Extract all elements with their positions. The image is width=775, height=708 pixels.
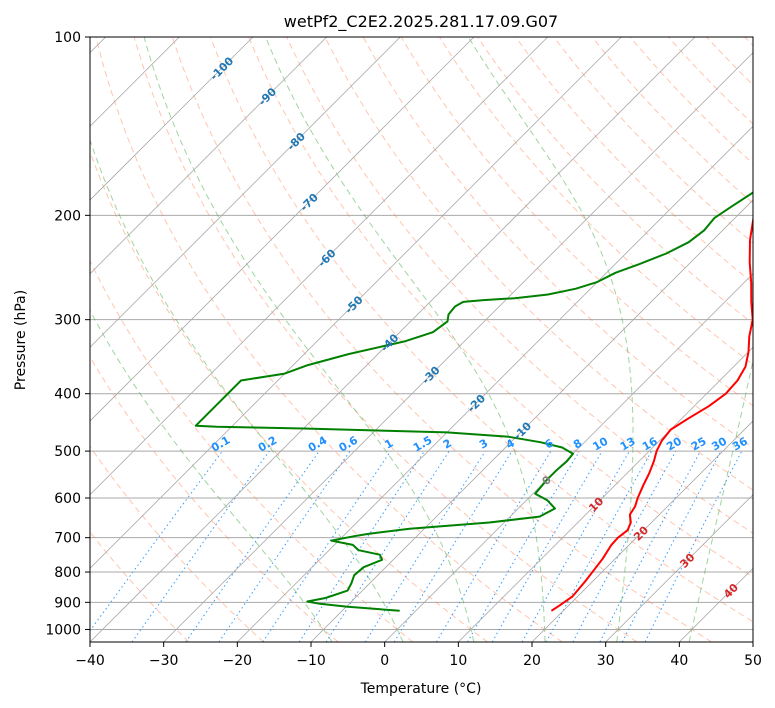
x-axis-label: Temperature (°C) <box>360 681 482 697</box>
mixing-ratio-line <box>572 450 677 642</box>
x-tick-label: −40 <box>75 653 105 669</box>
dry-adiabat <box>90 259 414 642</box>
dry-adiabat <box>171 37 712 642</box>
mixing-ratio-line <box>467 450 580 642</box>
mixing-ratio-line <box>435 450 552 642</box>
isotherm-line <box>90 37 622 569</box>
mixing-ratio-line <box>325 450 450 642</box>
dry-adiabat <box>553 37 753 244</box>
isotherm-line <box>458 346 753 642</box>
isotherm-line <box>90 37 327 275</box>
y-tick-label: 700 <box>54 531 81 547</box>
isotherm-line <box>163 52 753 642</box>
chart-title: wetPf2_C2E2.2025.281.17.09.G07 <box>284 12 558 32</box>
mixing-ratio-lines <box>90 450 743 642</box>
temperature-profile-line <box>550 214 753 612</box>
y-tick-label: 200 <box>54 208 81 224</box>
mixing-ratio-line <box>364 450 486 642</box>
moist-adiabat <box>265 37 546 642</box>
y-tick-label: 400 <box>54 387 81 403</box>
x-tick-label: 40 <box>670 653 688 669</box>
y-tick-label: 900 <box>54 595 81 611</box>
dry-adiabat <box>90 150 488 642</box>
y-tick-label: 500 <box>54 444 81 460</box>
plot-frame <box>89 36 754 643</box>
sounding-traces <box>194 191 753 612</box>
mixing-ratio-line <box>262 450 392 642</box>
dry-adiabat <box>400 37 753 407</box>
dry-adiabat <box>629 37 753 165</box>
plot-area: 0.1 0.2 0.4 0.6 1 1.5 2 3 4 6 8 10 13 16 20 25 30 36-100-… <box>90 37 753 642</box>
dry-adiabat <box>438 37 753 366</box>
dry-adiabat <box>286 37 753 534</box>
moist-adiabats <box>90 37 753 642</box>
dry-adiabat <box>362 37 753 449</box>
x-tick-label: −30 <box>149 653 179 669</box>
mixing-ratio-line <box>298 450 425 642</box>
moist-adiabat <box>90 138 404 642</box>
x-axis-ticks: −40 −30 −20 −10 0 10 20 30 40 50 <box>75 642 762 669</box>
moist-adiabat <box>688 358 753 642</box>
dry-adiabat <box>591 37 753 204</box>
isotherm-line <box>90 37 548 496</box>
moist-adiabat <box>143 37 475 642</box>
y-tick-label: 600 <box>54 491 81 507</box>
isotherm-line <box>90 37 475 422</box>
x-tick-label: 0 <box>380 653 389 669</box>
isotherm-line <box>605 494 753 642</box>
isotherm-line <box>90 37 401 348</box>
skewed-isotherms <box>90 37 753 642</box>
x-tick-label: 20 <box>523 653 541 669</box>
isotherm-line <box>384 273 753 642</box>
y-tick-label: 300 <box>54 313 81 329</box>
dry-adiabat <box>476 37 753 325</box>
dry-adiabat <box>248 37 753 578</box>
dry-adiabat <box>95 37 563 642</box>
mixing-ratio-line <box>218 450 351 642</box>
dry-adiabat <box>90 445 264 642</box>
y-tick-label: 1000 <box>45 622 81 638</box>
isotherm-line <box>531 420 753 642</box>
moist-adiabat <box>90 309 333 642</box>
y-axis-ticks: 100 200 300 400 500 600 700 800 900 1000 <box>45 30 90 638</box>
pressure-gridlines <box>90 37 753 630</box>
mixing-ratio-line <box>599 450 701 642</box>
y-tick-label: 100 <box>54 30 81 46</box>
isotherm-line <box>90 37 254 201</box>
x-tick-label: 50 <box>744 653 762 669</box>
isotherm-line <box>310 199 753 642</box>
isotherm-line <box>90 37 696 642</box>
x-tick-label: −10 <box>296 653 326 669</box>
x-tick-label: 30 <box>597 653 615 669</box>
x-tick-label: −20 <box>223 653 253 669</box>
y-tick-label: 800 <box>54 565 81 581</box>
dewpoint-profile-line <box>194 191 753 612</box>
y-axis-label: Pressure (hPa) <box>13 290 29 390</box>
mixing-ratio-line <box>185 450 320 642</box>
x-tick-label: 10 <box>449 653 467 669</box>
